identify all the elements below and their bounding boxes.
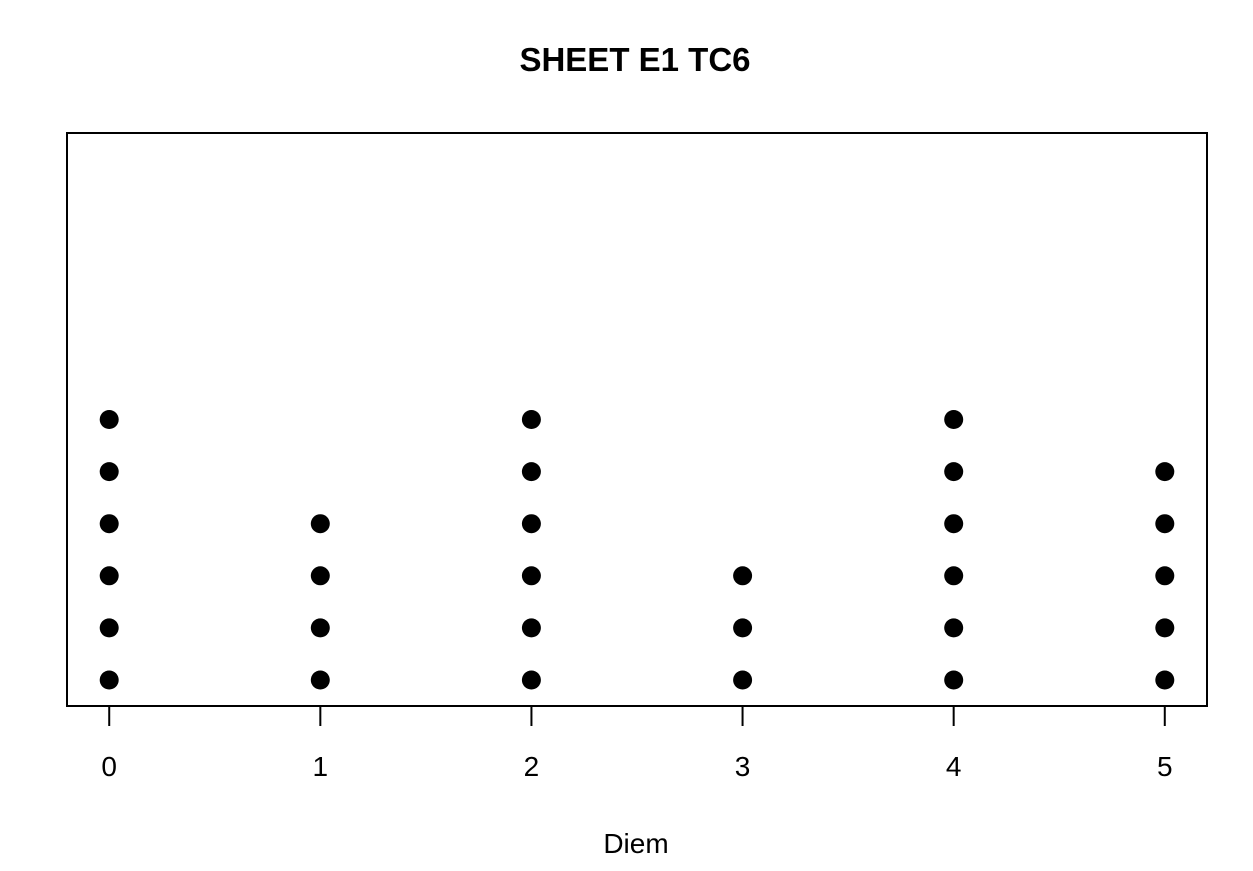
plot-frame xyxy=(66,132,1208,707)
data-point xyxy=(310,618,330,638)
data-point xyxy=(944,566,964,586)
data-point xyxy=(944,618,964,638)
data-point xyxy=(521,462,541,482)
data-point xyxy=(310,566,330,586)
data-point xyxy=(944,670,964,690)
data-point xyxy=(1155,618,1175,638)
data-point xyxy=(99,462,119,482)
data-point xyxy=(944,410,964,429)
data-point xyxy=(1155,514,1175,534)
x-axis: 0 1 2 3 4 5 xyxy=(101,705,1173,782)
data-point xyxy=(944,462,964,482)
data-point xyxy=(1155,670,1175,690)
data-point xyxy=(733,618,753,638)
data-points xyxy=(99,410,1175,690)
data-point xyxy=(521,514,541,534)
data-point xyxy=(733,670,753,690)
data-point xyxy=(1155,462,1175,482)
x-tick-label: 2 xyxy=(524,751,540,782)
data-point xyxy=(310,670,330,690)
data-point xyxy=(99,618,119,638)
data-point xyxy=(733,566,753,586)
x-tick-label: 1 xyxy=(313,751,329,782)
x-tick-label: 3 xyxy=(735,751,751,782)
data-point xyxy=(521,566,541,586)
data-point xyxy=(1155,566,1175,586)
data-point xyxy=(310,514,330,534)
data-point xyxy=(521,618,541,638)
x-axis-label: Diem xyxy=(603,828,668,859)
data-point xyxy=(99,670,119,690)
chart-title: SHEET E1 TC6 xyxy=(519,41,750,78)
data-point xyxy=(99,410,119,429)
x-tick-label: 4 xyxy=(946,751,962,782)
data-point xyxy=(99,566,119,586)
data-point xyxy=(99,514,119,534)
x-tick-label: 5 xyxy=(1157,751,1173,782)
data-point xyxy=(944,514,964,534)
data-point xyxy=(521,670,541,690)
data-point xyxy=(521,410,541,429)
x-tick-label: 0 xyxy=(101,751,117,782)
